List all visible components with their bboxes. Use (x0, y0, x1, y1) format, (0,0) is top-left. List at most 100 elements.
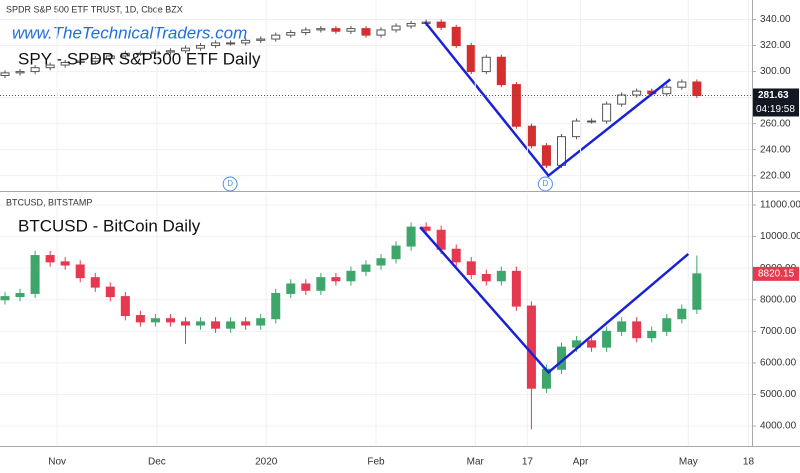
candle-body (511, 84, 521, 127)
candle-body (286, 283, 296, 294)
x-tick-label: Nov (48, 457, 66, 468)
watermark: www.TheTechnicalTraders.com (12, 23, 247, 42)
candle-body (466, 261, 476, 275)
candle-body (602, 330, 612, 348)
candle-body (256, 318, 266, 326)
candle-body (496, 270, 506, 282)
candle-body (391, 245, 401, 260)
candle-body (196, 321, 206, 326)
candle-body (632, 90, 642, 96)
candle-body (391, 25, 401, 31)
candle-body (105, 286, 115, 298)
candle-body (572, 120, 582, 138)
candle-body (587, 120, 597, 123)
y-tick-label: 220.00 (760, 170, 791, 181)
candle-body (165, 318, 175, 323)
candle-body (241, 321, 251, 326)
candle-body (180, 321, 191, 326)
time-label-bg (753, 102, 799, 117)
candle-body (135, 315, 145, 323)
candle-body (316, 28, 326, 31)
candle-body (677, 308, 687, 320)
candle-body (60, 261, 70, 266)
candle-body (75, 264, 85, 279)
y-tick-label: 6000.00 (760, 358, 797, 369)
candle-body (692, 273, 702, 310)
candle-body (0, 72, 10, 76)
candle-body (105, 55, 115, 60)
candle-body (496, 56, 506, 86)
candle-body (90, 58, 100, 62)
candle-body (346, 270, 356, 282)
candle-body (481, 273, 491, 282)
candle-body (587, 340, 597, 348)
candle-body (361, 264, 371, 272)
candle-body (211, 42, 221, 47)
pane-title: SPDR S&P 500 ETF TRUST, 1D, Cboe BZX (6, 4, 183, 14)
candle-body (331, 277, 341, 282)
candle-body (316, 277, 326, 291)
candle-body (180, 47, 191, 52)
event-marker (537, 176, 553, 192)
candle-body (271, 34, 281, 40)
candle-body (120, 52, 130, 57)
candle-body (692, 81, 702, 96)
pane-annotation: SPY - SPDR S&P500 ETF Daily (18, 49, 261, 68)
trend-line (424, 21, 672, 178)
candle-body (511, 270, 521, 307)
candle-body (196, 45, 206, 49)
candle-body (30, 255, 40, 294)
candle-body (165, 50, 175, 53)
candle-body (75, 60, 85, 63)
candle-body (286, 32, 296, 36)
candle-body (135, 52, 145, 55)
candle-body (617, 321, 627, 332)
pane-title: BTCUSD, BITSTAMP (6, 197, 92, 207)
y-tick-label: 340.00 (760, 14, 791, 25)
price-label-bg (753, 266, 799, 281)
candle-body (301, 283, 311, 291)
candle-body (90, 277, 100, 288)
candle-body (602, 103, 612, 122)
y-tick-label: 8000.00 (760, 294, 797, 305)
candle-body (15, 292, 25, 298)
candle-body (226, 321, 236, 329)
candle-body (256, 38, 266, 41)
x-tick-label: Apr (573, 457, 589, 468)
y-tick-label: 300.00 (760, 66, 791, 77)
candle-body (376, 258, 386, 266)
candle-body (406, 22, 416, 27)
candle-body (376, 29, 386, 36)
event-marker (222, 176, 238, 192)
candle-body (30, 67, 40, 73)
y-tick-label: 7000.00 (760, 326, 797, 337)
candle-body (647, 330, 657, 339)
event-label: D (543, 179, 549, 188)
candle-body (15, 71, 25, 74)
x-tick-label: 2020 (255, 457, 278, 468)
y-tick-label: 240.00 (760, 144, 791, 155)
pane-annotation: BTCUSD - BitCoin Daily (18, 216, 201, 235)
candle-body (617, 94, 627, 105)
candle-body (211, 321, 221, 329)
candle-body (481, 56, 491, 73)
candle-body (301, 29, 311, 34)
candle-body (361, 28, 371, 36)
candle-body (451, 26, 461, 47)
candle-body (241, 39, 251, 44)
y-tick-label: 10000.00 (760, 231, 800, 242)
trend-line (419, 226, 690, 375)
candle-body (556, 136, 567, 166)
x-tick-label: 17 (522, 457, 534, 468)
candle-body (541, 145, 551, 166)
price-label-bg (753, 88, 799, 103)
last-price-label: 8820.15 (758, 268, 795, 279)
candle-body (45, 255, 55, 263)
candle-body (346, 28, 356, 32)
candle-body (526, 305, 536, 389)
x-tick-label: May (679, 457, 698, 468)
candle-body (466, 45, 476, 73)
